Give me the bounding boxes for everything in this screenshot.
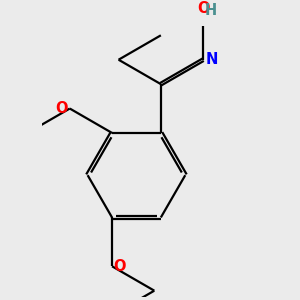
Text: O: O <box>197 1 209 16</box>
Text: O: O <box>113 259 126 274</box>
Text: O: O <box>55 101 68 116</box>
Text: N: N <box>205 52 218 67</box>
Text: H: H <box>205 3 217 18</box>
